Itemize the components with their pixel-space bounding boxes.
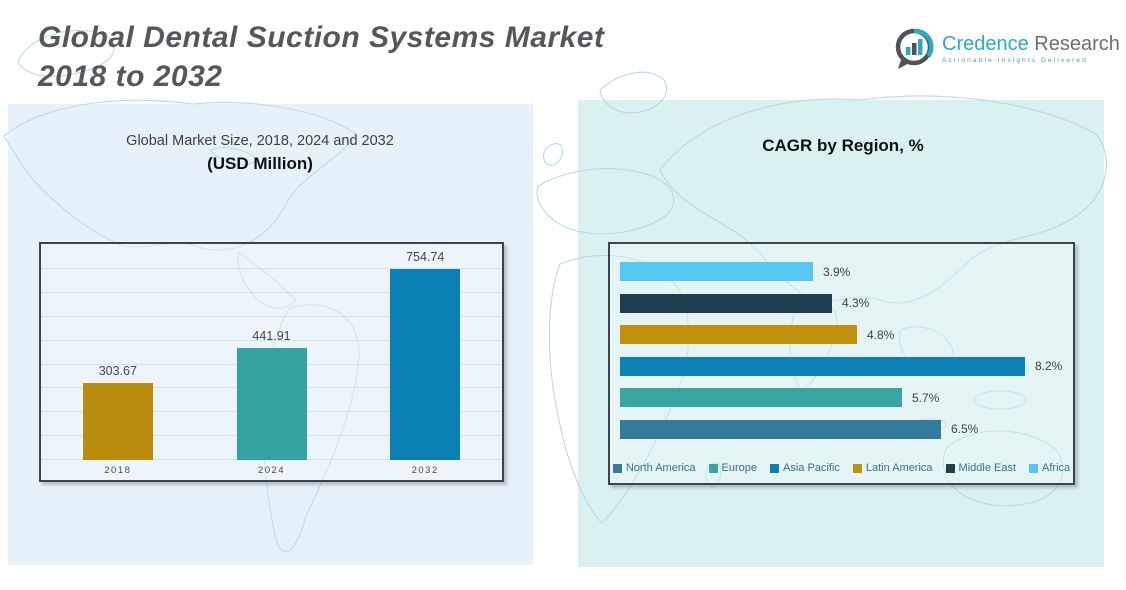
bar-2024: [236, 348, 307, 460]
cagr-value-label: 8.2%: [1035, 359, 1063, 373]
legend-label: North America: [625, 462, 696, 474]
cagr-value-label: 5.7%: [912, 390, 940, 405]
legend-item-asia-pacific: Asia Pacific: [770, 462, 840, 474]
logo-brand-secondary: Research: [1034, 32, 1120, 55]
map-central-america-outline: [237, 251, 297, 309]
gridline: [41, 291, 502, 293]
bar-2032: [390, 269, 461, 460]
cagr-rows: 3.9% 4.3% 4.8% 8.2% 5.7% 6.5%: [620, 262, 1067, 451]
axis-category-label: 2018: [104, 464, 132, 476]
cagr-row-europe: 5.7%: [620, 388, 1067, 407]
cagr-value-label: 6.5%: [951, 422, 979, 436]
cagr-row-north-america: 6.5%: [620, 419, 1067, 439]
market-size-plot: 303.67 2018 441.91 2024 754.74 2032: [41, 244, 502, 480]
page-title-line1: Global Dental Suction Systems Market: [38, 21, 605, 54]
logo-brand-name: Credence Research: [942, 33, 1120, 55]
map-great-lakes-outline: [208, 147, 259, 166]
map-uk-outline: [543, 143, 563, 166]
legend-swatch: [852, 463, 862, 473]
logo-text: Credence Research Actionable Insights De…: [942, 33, 1120, 64]
market-size-column: 754.74 2032: [348, 244, 502, 480]
page-title: Global Dental Suction Systems Market 201…: [38, 18, 758, 96]
cagr-value-label: 4.3%: [842, 296, 870, 310]
legend-label: Europe: [721, 462, 758, 474]
legend-label: Middle East: [958, 462, 1017, 474]
axis-category-label: 2024: [257, 464, 286, 476]
map-scandinavia-outline: [599, 71, 667, 114]
market-size-column: 303.67 2018: [41, 244, 195, 480]
cagr-row-latin-america: 4.8%: [620, 325, 1067, 344]
axis-category-label: 2032: [411, 464, 439, 476]
cagr-row-asia-pacific: 8.2%: [620, 356, 1067, 376]
logo-brand-primary: Credence: [942, 32, 1029, 55]
legend-item-north-america: North America: [612, 462, 696, 474]
bar-2018: [82, 383, 153, 460]
page-title-line2: 2018 to 2032: [38, 60, 223, 93]
legend-label: Asia Pacific: [783, 462, 840, 474]
gridline: [41, 315, 502, 317]
cagr-bar: [620, 356, 1025, 376]
cagr-row-middle-east: 4.3%: [620, 293, 1067, 313]
legend-swatch: [1029, 463, 1039, 473]
legend-item-europe: Europe: [708, 462, 758, 474]
gridline: [41, 339, 502, 341]
legend-swatch: [945, 463, 955, 473]
market-size-columns: 303.67 2018 441.91 2024 754.74 2032: [41, 244, 502, 480]
bar-value-label: 754.74: [406, 250, 445, 264]
map-australia-outline: [942, 430, 1064, 507]
cagr-legend: North America Europe Asia Pacific Latin Ame…: [610, 462, 1073, 474]
market-size-chart-title: Global Market Size, 2018, 2024 and 2032: [126, 133, 394, 149]
market-size-chart-subtitle: (USD Million): [207, 154, 313, 173]
legend-label: Africa: [1042, 462, 1071, 474]
logo-tagline: Actionable Insights Delivered: [942, 56, 1088, 64]
legend-swatch: [770, 463, 780, 473]
cagr-bar: [620, 262, 813, 281]
cagr-bar: [620, 388, 902, 407]
bar-value-label: 303.67: [98, 364, 137, 378]
cagr-bar: [620, 293, 832, 313]
cagr-bar: [620, 325, 857, 344]
gridline: [41, 268, 502, 269]
legend-item-latin-america: Latin America: [852, 462, 933, 474]
map-island-1: [973, 390, 1027, 410]
map-greenland-outline: [17, 30, 115, 77]
cagr-value-label: 4.8%: [867, 327, 895, 342]
map-europe-outline: [536, 168, 675, 235]
legend-swatch: [612, 463, 622, 473]
credence-research-logo: Credence Research Actionable Insights De…: [893, 26, 1120, 70]
market-size-chart: 303.67 2018 441.91 2024 754.74 2032: [39, 242, 504, 482]
cagr-chart-title: CAGR by Region, %: [762, 136, 924, 155]
cagr-bar: [620, 419, 941, 439]
bar-value-label: 441.91: [252, 329, 291, 343]
cagr-row-africa: 3.9%: [620, 262, 1067, 281]
legend-item-africa: Africa: [1029, 462, 1070, 474]
bar-chart-bubble-icon: [895, 28, 934, 69]
market-size-chart-heading: Global Market Size, 2018, 2024 and 2032 …: [90, 133, 430, 174]
legend-swatch: [708, 463, 718, 473]
legend-label: Latin America: [865, 462, 933, 474]
market-size-column: 441.91 2024: [195, 244, 349, 480]
cagr-chart: 3.9% 4.3% 4.8% 8.2% 5.7% 6.5% North America Eu…: [608, 242, 1075, 485]
cagr-value-label: 3.9%: [823, 264, 851, 279]
legend-item-middle-east: Middle East: [945, 462, 1017, 474]
